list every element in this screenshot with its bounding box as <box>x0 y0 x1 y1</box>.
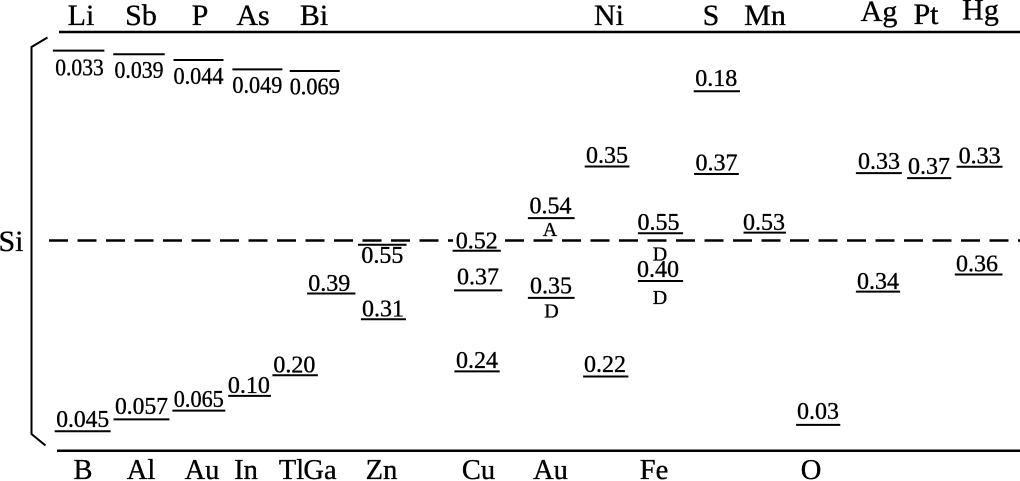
svg-text:0.55: 0.55 <box>638 210 680 236</box>
svg-text:0.33: 0.33 <box>959 144 1001 170</box>
svg-text:0.33: 0.33 <box>858 149 900 175</box>
svg-text:O: O <box>801 455 822 481</box>
svg-text:P: P <box>192 0 209 32</box>
svg-text:0.36: 0.36 <box>956 251 998 277</box>
svg-text:Tl: Tl <box>279 455 304 481</box>
svg-text:Au: Au <box>533 455 568 481</box>
svg-text:0.18: 0.18 <box>695 66 737 92</box>
svg-text:0.065: 0.065 <box>174 387 224 413</box>
svg-text:0.069: 0.069 <box>290 74 340 100</box>
svg-text:Mn: Mn <box>744 0 786 32</box>
svg-text:Zn: Zn <box>366 455 398 481</box>
svg-text:D: D <box>653 243 667 265</box>
svg-text:D: D <box>653 287 667 309</box>
svg-text:0.40: 0.40 <box>637 257 679 283</box>
svg-text:D: D <box>544 301 558 323</box>
svg-text:0.35: 0.35 <box>586 143 628 169</box>
svg-text:0.057: 0.057 <box>115 394 168 420</box>
svg-text:0.03: 0.03 <box>797 399 839 425</box>
svg-text:Pt: Pt <box>913 0 939 31</box>
svg-text:0.039: 0.039 <box>115 58 164 84</box>
svg-text:0.20: 0.20 <box>273 352 315 378</box>
svg-text:0.24: 0.24 <box>456 348 498 374</box>
svg-text:Fe: Fe <box>640 455 669 481</box>
svg-text:0.37: 0.37 <box>457 264 499 290</box>
svg-text:Si: Si <box>0 225 24 258</box>
svg-text:Al: Al <box>127 455 156 481</box>
svg-text:Bi: Bi <box>300 0 328 32</box>
svg-text:0.54: 0.54 <box>530 194 572 220</box>
svg-text:0.10: 0.10 <box>228 373 270 399</box>
svg-text:Sb: Sb <box>125 0 157 32</box>
svg-text:0.37: 0.37 <box>908 154 950 180</box>
svg-text:0.35: 0.35 <box>530 273 572 299</box>
svg-text:0.044: 0.044 <box>174 64 224 90</box>
svg-text:Ni: Ni <box>594 0 624 32</box>
svg-text:B: B <box>73 455 92 481</box>
svg-text:A: A <box>543 219 558 241</box>
svg-text:Ga: Ga <box>303 455 337 481</box>
svg-text:Ag: Ag <box>861 0 898 28</box>
svg-text:0.55: 0.55 <box>361 243 403 269</box>
svg-text:Hg: Hg <box>962 0 999 27</box>
svg-text:0.033: 0.033 <box>55 55 104 81</box>
svg-text:Li: Li <box>68 0 95 32</box>
svg-text:As: As <box>236 0 269 32</box>
svg-text:Au: Au <box>185 455 220 481</box>
svg-text:In: In <box>234 455 258 481</box>
svg-text:0.22: 0.22 <box>584 352 626 378</box>
svg-text:0.37: 0.37 <box>696 151 738 177</box>
svg-text:Cu: Cu <box>462 455 495 481</box>
svg-text:0.045: 0.045 <box>56 407 109 433</box>
svg-text:0.049: 0.049 <box>232 73 282 99</box>
svg-text:S: S <box>703 0 720 32</box>
